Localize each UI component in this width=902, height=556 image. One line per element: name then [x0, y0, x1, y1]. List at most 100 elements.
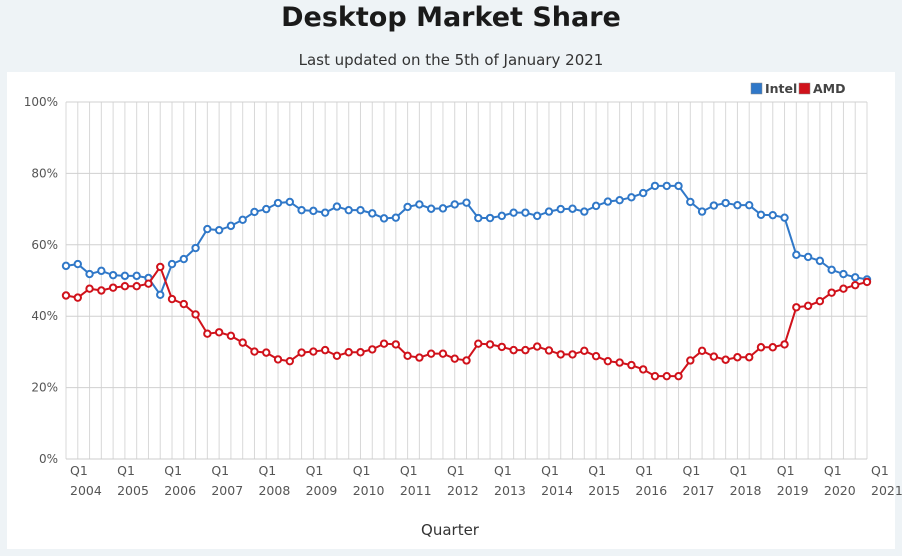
amd-data-point: [108, 283, 118, 292]
amd-data-point: [745, 353, 754, 362]
legend-label: AMD: [813, 81, 846, 96]
page-subtitle: Last updated on the 5th of January 2021: [298, 51, 604, 69]
x-tick-quarter-label: Q1: [824, 463, 842, 478]
x-tick-year-label: 2014: [541, 483, 573, 498]
x-tick-year-label: 2013: [494, 483, 526, 498]
x-tick-year-label: 2005: [117, 483, 149, 498]
amd-data-point: [650, 371, 660, 381]
amd-data-point: [851, 280, 860, 290]
intel-data-point: [450, 200, 459, 209]
x-tick-year-label: 2018: [730, 483, 762, 498]
y-tick-label: 0%: [39, 452, 58, 466]
amd-data-point: [403, 351, 412, 361]
intel-data-point: [827, 265, 836, 274]
intel-data-point: [214, 225, 224, 235]
grid: [65, 101, 868, 460]
amd-data-point: [332, 351, 342, 361]
intel-data-point: [415, 200, 424, 209]
x-tick-quarter-label: Q1: [117, 463, 135, 478]
legend-label: Intel: [765, 81, 797, 96]
amd-data-point: [61, 291, 71, 300]
x-tick-quarter-label: Q1: [730, 463, 748, 478]
x-tick-quarter-label: Q1: [588, 463, 606, 478]
intel-data-point: [344, 205, 353, 215]
intel-data-point: [851, 273, 860, 282]
intel-data-point: [238, 215, 247, 225]
intel-data-point: [686, 197, 695, 207]
intel-data-point: [438, 204, 448, 213]
amd-data-point: [697, 346, 707, 356]
amd-data-point: [379, 339, 389, 348]
intel-data-point: [580, 207, 589, 216]
amd-data-point: [815, 297, 825, 306]
intel-data-point: [615, 195, 624, 205]
x-tick-year-label: 2010: [353, 483, 385, 498]
y-tick-label: 60%: [31, 238, 58, 252]
amd-data-point: [591, 351, 601, 361]
x-tick-quarter-label: Q1: [353, 463, 371, 478]
amd-data-point: [803, 301, 813, 311]
amd-data-point: [356, 348, 365, 357]
x-tick-quarter-label: Q1: [871, 463, 889, 478]
intel-data-point: [768, 210, 777, 220]
intel-data-point: [509, 208, 518, 217]
intel-data-point: [474, 213, 483, 223]
amd-data-point: [780, 340, 789, 349]
intel-data-point: [226, 221, 236, 231]
legend-swatch: [750, 82, 763, 95]
intel-data-point: [262, 204, 271, 214]
amd-data-point: [862, 277, 872, 287]
x-tick-year-label: 2004: [70, 483, 102, 498]
intel-data-point: [332, 202, 342, 211]
intel-data-point: [309, 206, 318, 216]
amd-data-point: [686, 356, 695, 365]
amd-data-point: [568, 350, 577, 359]
intel-data-point: [179, 254, 188, 264]
amd-data-point: [474, 339, 483, 348]
amd-data-point: [415, 353, 424, 362]
y-axis-ticks: 0% 20% 40% 60% 80% 100%: [24, 95, 58, 466]
x-tick-quarter-label: Q1: [70, 463, 88, 478]
amd-data-point: [544, 346, 554, 355]
amd-data-point: [203, 329, 212, 338]
x-tick-quarter-label: Q1: [635, 463, 653, 478]
x-tick-quarter-label: Q1: [258, 463, 276, 478]
x-tick-year-label: 2015: [588, 483, 620, 498]
legend-item-amd: AMD: [798, 81, 846, 96]
y-tick-label: 80%: [31, 166, 58, 180]
amd-data-point: [226, 331, 236, 341]
amd-data-point: [167, 294, 177, 304]
amd-data-point: [532, 342, 542, 351]
intel-data-point: [391, 213, 401, 222]
amd-data-point: [580, 346, 589, 356]
amd-data-point: [132, 282, 141, 291]
amd-data-point: [85, 284, 94, 293]
amd-data-point: [638, 365, 648, 374]
amd-data-point: [556, 350, 565, 359]
intel-data-point: [839, 269, 848, 279]
intel-data-point: [792, 250, 801, 259]
amd-data-point: [179, 299, 188, 309]
amd-data-point: [450, 354, 459, 363]
amd-data-point: [309, 347, 318, 356]
intel-data-point: [61, 261, 71, 271]
amd-data-point: [615, 358, 624, 367]
intel-data-point: [556, 204, 565, 214]
amd-data-point: [262, 348, 271, 357]
intel-data-point: [568, 204, 577, 213]
amd-data-point: [485, 340, 495, 349]
intel-data-point: [132, 271, 141, 281]
amd-data-point: [368, 345, 377, 354]
intel-data-point: [403, 202, 412, 212]
x-tick-year-label: 2016: [635, 483, 667, 498]
amd-data-point: [827, 288, 836, 297]
x-tick-year-label: 2020: [824, 483, 856, 498]
legend: Intel AMD: [750, 81, 846, 96]
amd-data-point: [344, 348, 353, 357]
intel-data-point: [497, 211, 507, 221]
intel-data-point: [156, 290, 165, 299]
x-tick-quarter-label: Q1: [306, 463, 324, 478]
amd-data-point: [97, 286, 106, 295]
intel-data-point: [544, 207, 554, 216]
